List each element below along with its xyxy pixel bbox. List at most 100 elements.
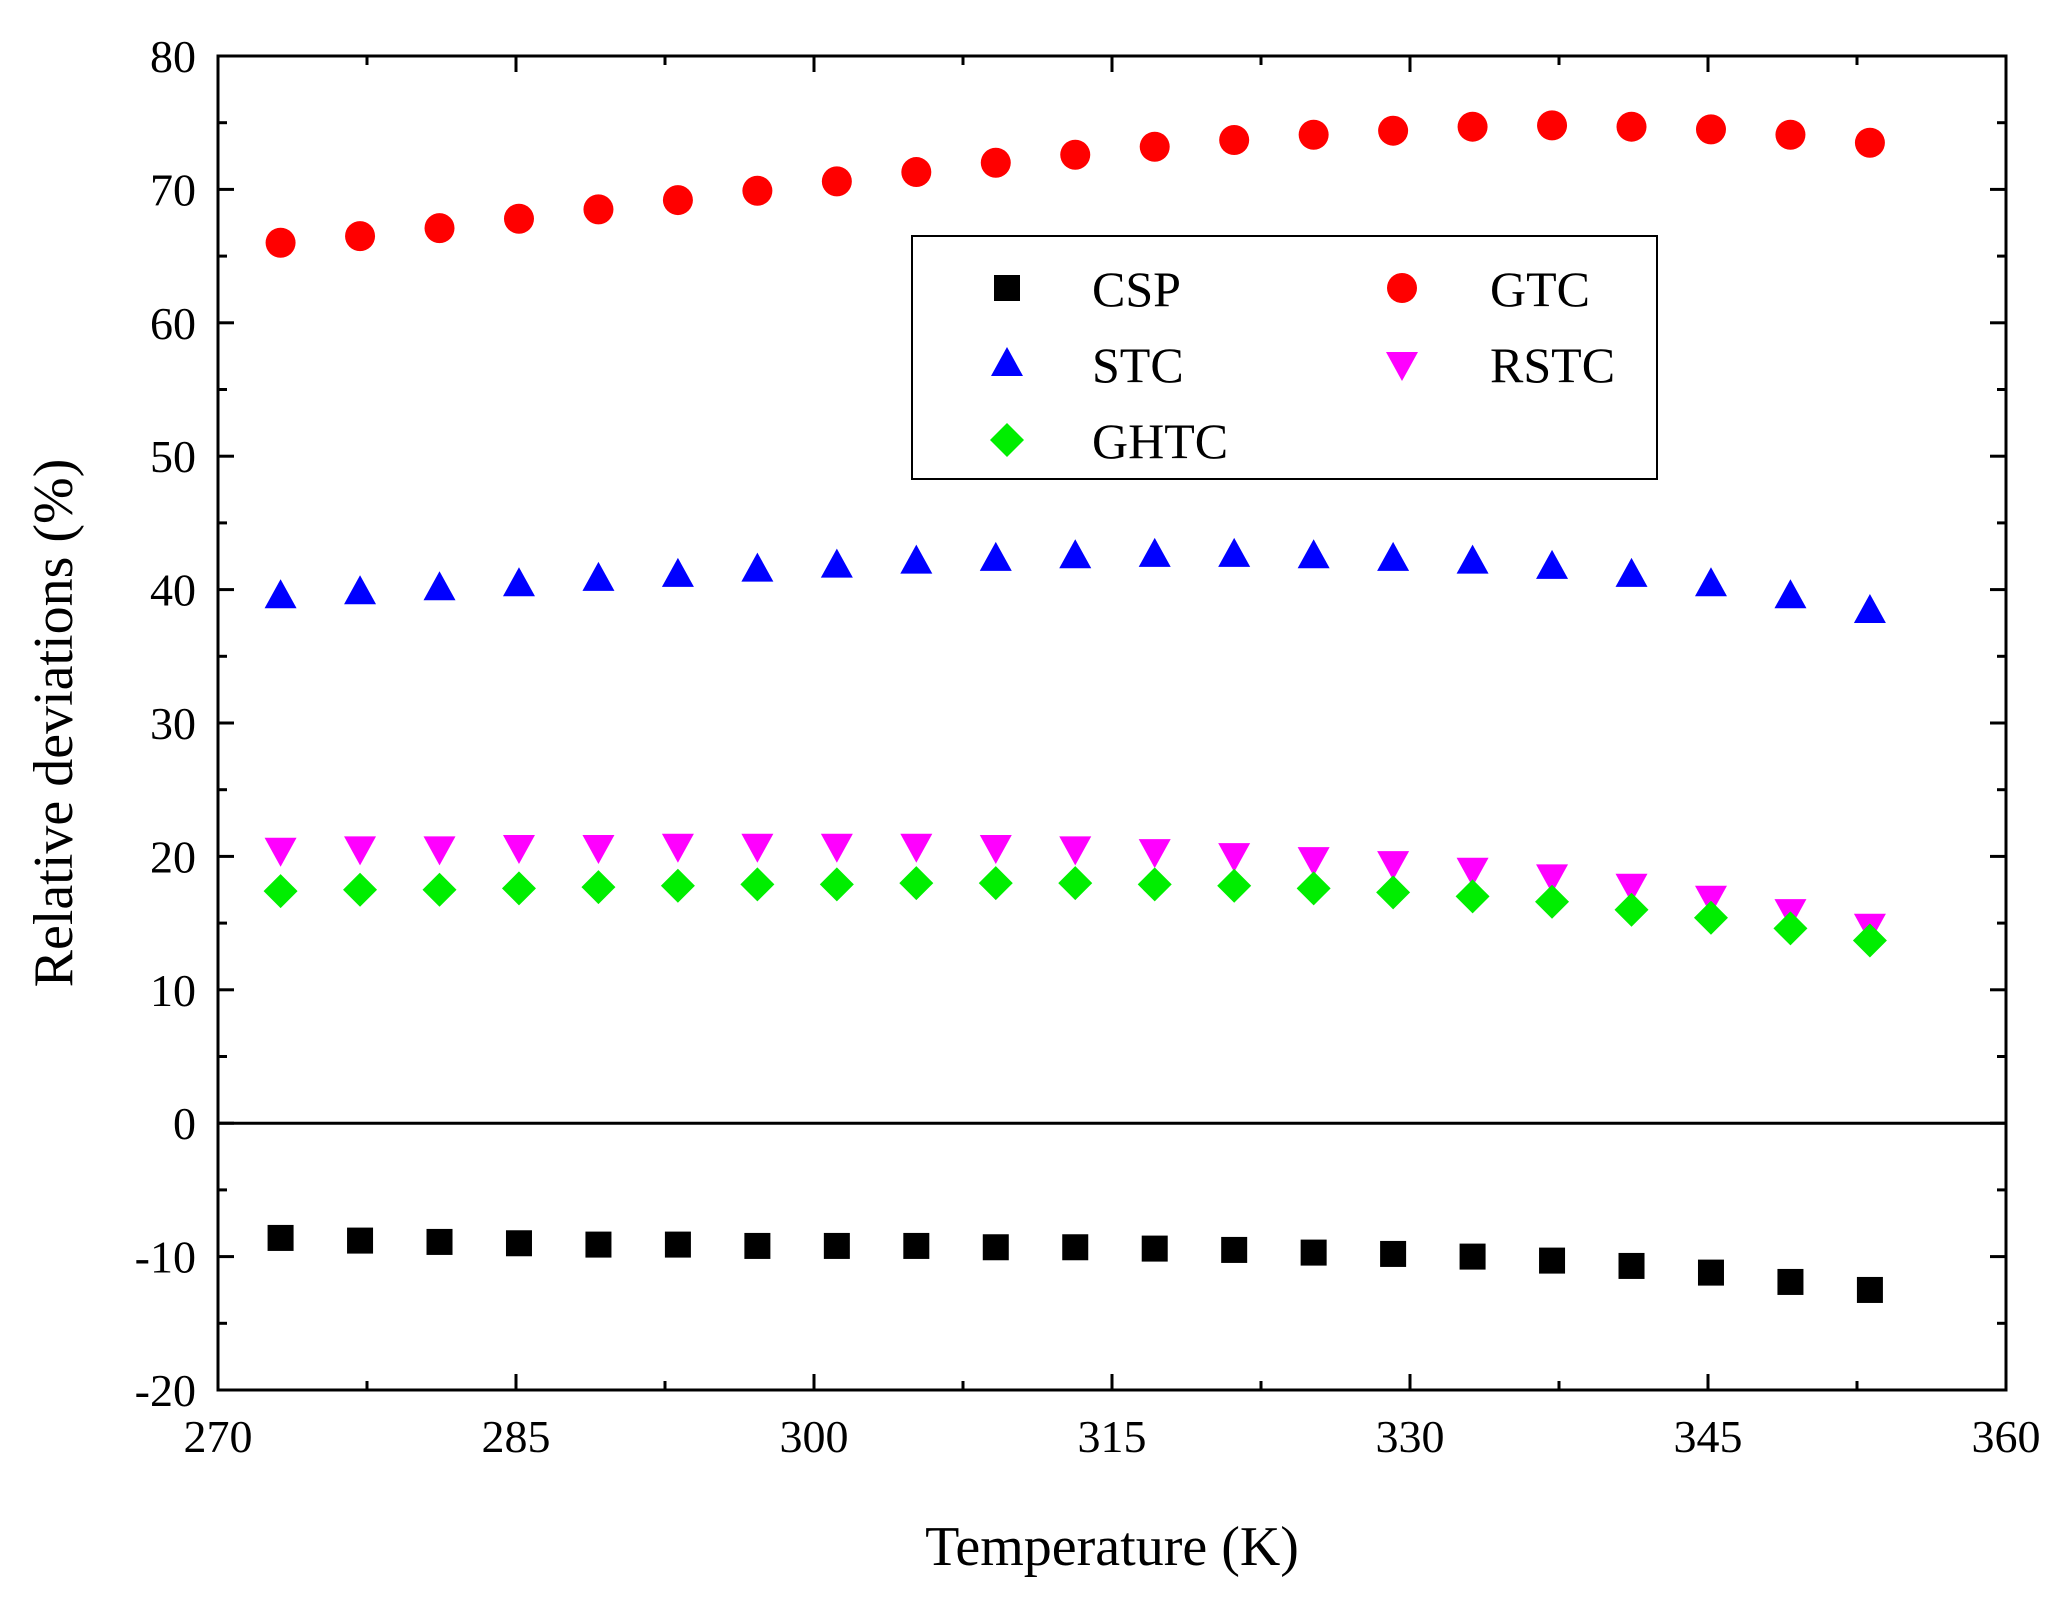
- data-point-csp: [1539, 1247, 1566, 1274]
- y-tick-label: 80: [150, 31, 196, 82]
- plot-frame: [216, 54, 2008, 1392]
- legend: CSP GTC STC RSTC GHTC: [911, 235, 1658, 480]
- data-point-rstc: [344, 836, 377, 866]
- data-point-gtc: [1775, 119, 1806, 150]
- legend-item-gtc: GTC: [1387, 261, 1590, 317]
- data-point-stc: [979, 541, 1012, 571]
- legend-box: [911, 235, 1658, 480]
- data-point-stc: [1615, 557, 1648, 587]
- legend-marker-ghtc: [990, 423, 1024, 457]
- data-point-gtc: [1537, 110, 1568, 141]
- data-point-gtc: [1219, 125, 1250, 156]
- data-point-ghtc: [1217, 868, 1252, 903]
- data-point-gtc: [1616, 111, 1647, 142]
- y-tick-label: 40: [150, 565, 196, 616]
- legend-item-rstc: RSTC: [1386, 337, 1615, 393]
- data-point-stc: [820, 548, 853, 578]
- x-tick-label: 315: [1078, 1411, 1147, 1462]
- data-point-ghtc: [422, 872, 457, 907]
- data-point-rstc: [1218, 843, 1251, 873]
- data-point-ghtc: [343, 872, 378, 907]
- data-point-rstc: [1138, 839, 1171, 869]
- data-point-csp: [823, 1232, 850, 1259]
- data-point-rstc: [582, 835, 615, 865]
- data-point-rstc: [1059, 836, 1092, 866]
- data-point-stc: [582, 561, 615, 591]
- data-point-rstc: [661, 833, 694, 863]
- y-tick-label: 60: [150, 298, 196, 349]
- data-point-ghtc: [819, 867, 854, 902]
- data-point-ghtc: [263, 874, 298, 909]
- data-point-stc: [1853, 593, 1886, 623]
- data-point-gtc: [424, 213, 455, 244]
- data-point-rstc: [1615, 873, 1648, 903]
- data-point-stc: [264, 579, 297, 609]
- data-point-stc: [1218, 537, 1251, 567]
- data-point-ghtc: [660, 868, 695, 903]
- data-point-rstc: [1297, 847, 1330, 877]
- data-point-csp: [744, 1232, 771, 1259]
- data-point-rstc: [264, 837, 297, 867]
- x-tick-label: 300: [780, 1411, 849, 1462]
- data-point-stc: [1297, 539, 1330, 569]
- data-point-csp: [1459, 1243, 1486, 1270]
- data-point-ghtc: [899, 866, 934, 901]
- data-point-ghtc: [1296, 871, 1331, 906]
- data-point-gtc: [1378, 115, 1409, 146]
- series-rstc: [264, 833, 1886, 943]
- data-point-ghtc: [581, 870, 616, 905]
- y-tick-label: 50: [150, 431, 196, 482]
- data-point-rstc: [1377, 851, 1410, 881]
- data-point-ghtc: [1058, 866, 1093, 901]
- data-point-gtc: [345, 221, 376, 252]
- data-point-csp: [585, 1231, 612, 1258]
- data-point-gtc: [821, 166, 852, 197]
- legend-label-gtc: GTC: [1490, 261, 1590, 317]
- series-csp: [267, 1224, 1883, 1303]
- data-point-csp: [1300, 1239, 1327, 1266]
- data-point-gtc: [980, 147, 1011, 178]
- data-point-stc: [1377, 541, 1410, 571]
- legend-item-csp: CSP: [994, 261, 1181, 317]
- data-point-ghtc: [1693, 900, 1728, 935]
- data-point-rstc: [741, 833, 774, 863]
- data-point-csp: [505, 1230, 532, 1257]
- y-tick-label: 20: [150, 831, 196, 882]
- data-point-csp: [982, 1234, 1009, 1261]
- data-point-ghtc: [1614, 892, 1649, 927]
- data-point-rstc: [502, 835, 535, 865]
- data-point-csp: [347, 1227, 374, 1254]
- y-tick-label: 10: [150, 965, 196, 1016]
- data-point-stc: [1694, 567, 1727, 597]
- legend-label-ghtc: GHTC: [1092, 413, 1228, 469]
- data-point-ghtc: [501, 871, 536, 906]
- legend-marker-csp: [994, 275, 1020, 301]
- data-point-stc: [1059, 539, 1092, 569]
- data-point-gtc: [1298, 119, 1329, 150]
- y-tick-label: 0: [173, 1098, 196, 1149]
- data-point-rstc: [1694, 885, 1727, 915]
- data-point-stc: [344, 575, 377, 605]
- data-point-ghtc: [1535, 884, 1570, 919]
- x-tick-label: 330: [1376, 1411, 1445, 1462]
- data-point-stc: [661, 557, 694, 587]
- legend-item-stc: STC: [991, 337, 1184, 393]
- data-point-gtc: [1854, 127, 1885, 158]
- data-point-gtc: [662, 185, 693, 216]
- data-point-rstc: [979, 835, 1012, 865]
- x-axis-title: Temperature (K): [925, 1516, 1299, 1578]
- y-axis-title: Relative deviations (%): [23, 459, 85, 988]
- x-tick-label: 285: [482, 1411, 551, 1462]
- data-point-gtc: [583, 194, 614, 225]
- data-point-csp: [1380, 1240, 1407, 1267]
- data-point-csp: [267, 1224, 294, 1251]
- data-point-rstc: [1536, 864, 1569, 894]
- data-point-stc: [1536, 549, 1569, 579]
- data-point-rstc: [820, 833, 853, 863]
- y-tick-label: -10: [135, 1232, 196, 1283]
- data-point-csp: [1141, 1235, 1168, 1262]
- data-point-stc: [423, 571, 456, 601]
- data-point-csp: [1697, 1259, 1724, 1286]
- data-point-gtc: [742, 175, 773, 206]
